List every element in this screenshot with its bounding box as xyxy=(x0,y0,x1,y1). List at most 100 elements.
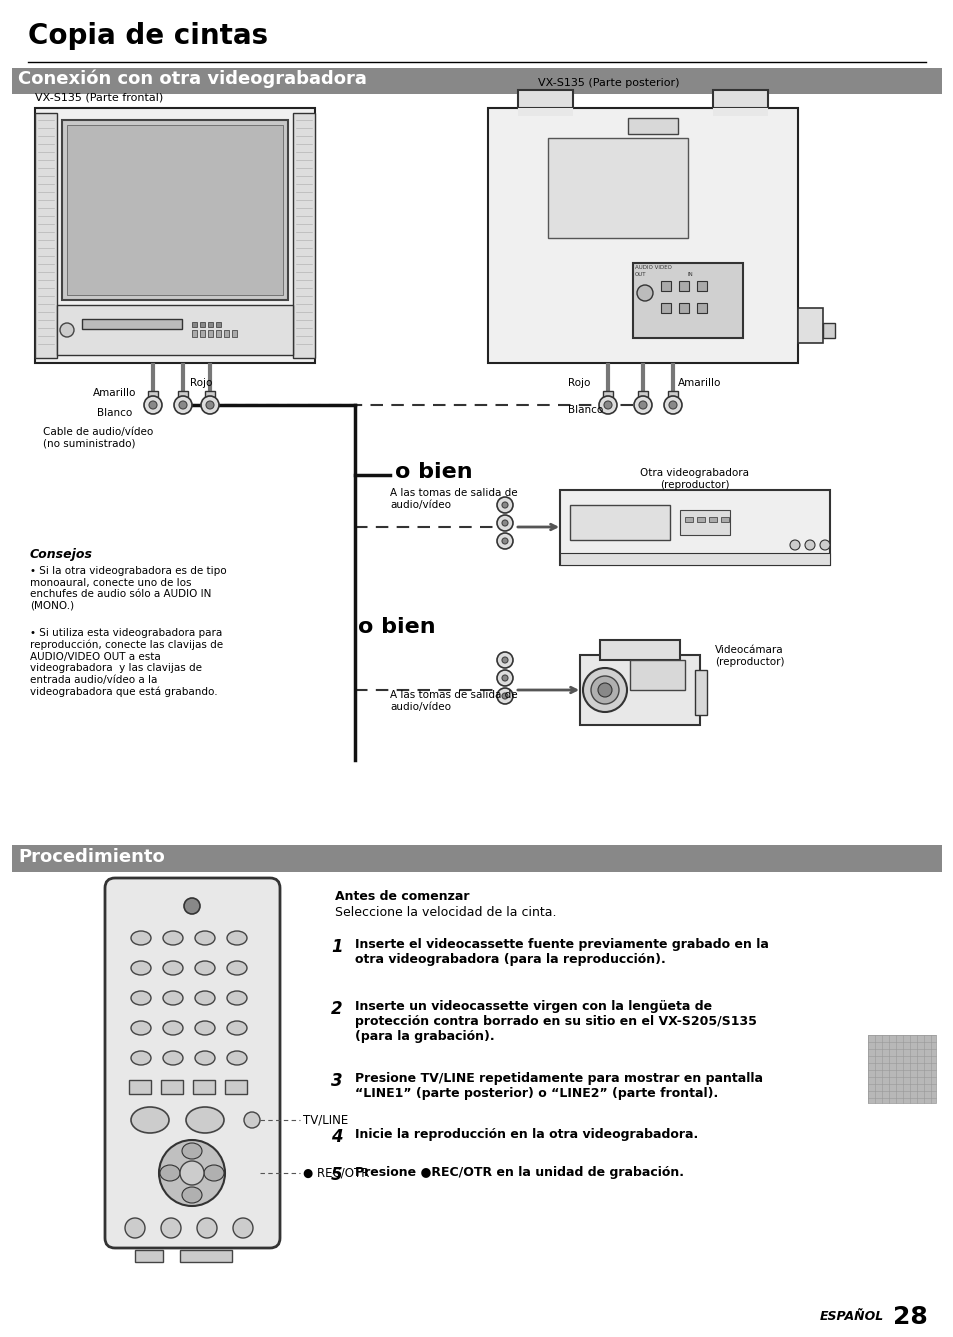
Bar xyxy=(12,845,941,872)
Circle shape xyxy=(501,537,507,544)
Bar xyxy=(161,1080,183,1094)
Bar xyxy=(822,324,834,338)
Bar xyxy=(684,517,692,521)
Circle shape xyxy=(497,689,513,705)
Text: Copia de cintas: Copia de cintas xyxy=(28,21,268,49)
Text: Presione TV/LINE repetidamente para mostrar en pantalla
“LINE1” (parte posterior: Presione TV/LINE repetidamente para most… xyxy=(355,1072,762,1100)
Bar xyxy=(712,90,767,108)
Ellipse shape xyxy=(131,1021,151,1035)
Bar xyxy=(517,90,573,108)
Bar xyxy=(35,114,57,358)
Text: Inicie la reproducción en la otra videograbadora.: Inicie la reproducción en la otra videog… xyxy=(355,1128,698,1140)
Bar xyxy=(192,322,196,328)
Ellipse shape xyxy=(163,931,183,945)
Circle shape xyxy=(497,497,513,513)
Circle shape xyxy=(173,396,192,414)
Bar xyxy=(193,1080,214,1094)
Circle shape xyxy=(668,401,677,409)
Circle shape xyxy=(820,540,829,550)
Circle shape xyxy=(144,396,162,414)
Text: • Si utiliza esta videograbadora para
reproducción, conecte las clavijas de
AUDI: • Si utiliza esta videograbadora para re… xyxy=(30,628,223,697)
Bar xyxy=(629,660,684,690)
Circle shape xyxy=(497,515,513,531)
Circle shape xyxy=(639,401,646,409)
Circle shape xyxy=(497,670,513,686)
Bar xyxy=(697,517,704,521)
Bar xyxy=(712,108,767,116)
Ellipse shape xyxy=(194,991,214,1005)
Bar xyxy=(660,281,670,291)
Bar xyxy=(67,124,283,295)
Text: Rojo: Rojo xyxy=(567,378,590,388)
Ellipse shape xyxy=(131,1051,151,1066)
Circle shape xyxy=(149,401,157,409)
Text: ESPAÑOL: ESPAÑOL xyxy=(820,1310,883,1324)
Bar xyxy=(180,1250,232,1262)
Bar xyxy=(867,1035,935,1103)
Circle shape xyxy=(180,1161,204,1185)
Text: Cable de audio/vídeo
(no suministrado): Cable de audio/vídeo (no suministrado) xyxy=(43,427,153,449)
Ellipse shape xyxy=(163,1051,183,1066)
Text: • Si la otra videograbadora es de tipo
monoaural, conecte uno de los
enchufes de: • Si la otra videograbadora es de tipo m… xyxy=(30,566,227,611)
Bar xyxy=(602,390,613,397)
Ellipse shape xyxy=(227,1021,247,1035)
Bar xyxy=(569,505,669,540)
Text: 5: 5 xyxy=(331,1166,342,1185)
Ellipse shape xyxy=(163,961,183,975)
Ellipse shape xyxy=(163,1021,183,1035)
Circle shape xyxy=(497,652,513,668)
Bar xyxy=(679,303,688,313)
Bar xyxy=(178,390,188,397)
Text: Seleccione la velocidad de la cinta.: Seleccione la velocidad de la cinta. xyxy=(335,906,556,919)
Bar xyxy=(35,108,314,364)
Bar xyxy=(192,330,196,337)
Bar xyxy=(82,320,182,329)
Ellipse shape xyxy=(182,1187,202,1203)
Bar xyxy=(224,330,229,337)
Bar xyxy=(129,1080,151,1094)
Bar xyxy=(797,308,822,344)
Bar xyxy=(232,330,236,337)
Ellipse shape xyxy=(131,931,151,945)
Circle shape xyxy=(206,401,213,409)
Text: VX-S135 (Parte posterior): VX-S135 (Parte posterior) xyxy=(537,78,679,88)
Text: Procedimiento: Procedimiento xyxy=(18,848,165,866)
Ellipse shape xyxy=(204,1165,224,1181)
Bar xyxy=(667,390,678,397)
Ellipse shape xyxy=(227,961,247,975)
Ellipse shape xyxy=(186,1107,224,1132)
Text: Antes de comenzar: Antes de comenzar xyxy=(335,890,469,902)
Text: Inserte el videocassette fuente previamente grabado en la
otra videograbadora (p: Inserte el videocassette fuente previame… xyxy=(355,939,768,967)
Bar xyxy=(205,390,214,397)
Ellipse shape xyxy=(194,1021,214,1035)
Ellipse shape xyxy=(194,1051,214,1066)
Bar xyxy=(200,322,205,328)
Bar xyxy=(148,390,158,397)
Bar xyxy=(633,263,742,338)
Circle shape xyxy=(244,1112,260,1128)
Bar xyxy=(225,1080,247,1094)
Circle shape xyxy=(497,533,513,550)
Circle shape xyxy=(590,677,618,705)
Bar xyxy=(559,554,829,566)
Ellipse shape xyxy=(131,961,151,975)
Circle shape xyxy=(184,898,200,915)
Circle shape xyxy=(804,540,814,550)
Circle shape xyxy=(789,540,800,550)
Text: AUDIO VIDEO: AUDIO VIDEO xyxy=(635,265,671,270)
Circle shape xyxy=(201,396,219,414)
Circle shape xyxy=(634,396,651,414)
Circle shape xyxy=(598,396,617,414)
Ellipse shape xyxy=(227,991,247,1005)
Bar xyxy=(215,330,221,337)
Bar xyxy=(627,118,678,134)
Circle shape xyxy=(501,656,507,663)
Circle shape xyxy=(663,396,681,414)
Circle shape xyxy=(125,1218,145,1238)
Bar xyxy=(215,322,221,328)
Circle shape xyxy=(637,285,652,301)
Circle shape xyxy=(60,324,74,337)
Bar xyxy=(697,303,706,313)
Text: o bien: o bien xyxy=(395,463,472,483)
Text: Consejos: Consejos xyxy=(30,548,92,562)
